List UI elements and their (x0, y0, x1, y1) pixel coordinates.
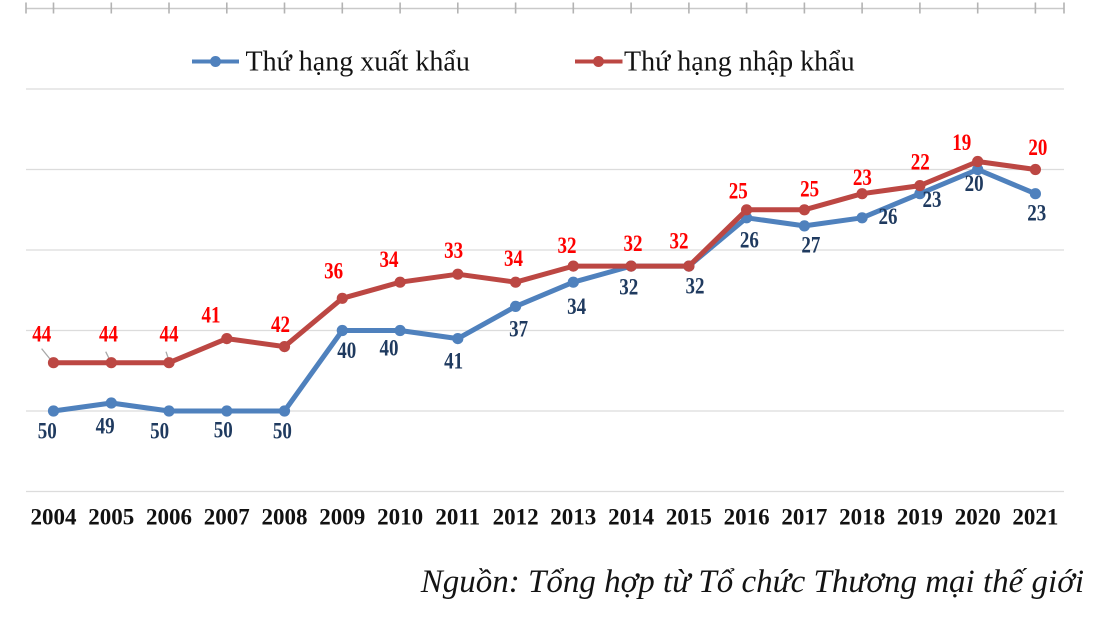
svg-text:50: 50 (38, 419, 57, 444)
svg-text:2004: 2004 (31, 505, 78, 530)
svg-text:41: 41 (444, 348, 463, 373)
svg-text:2010: 2010 (377, 505, 423, 530)
svg-text:2008: 2008 (262, 505, 308, 530)
svg-text:42: 42 (271, 312, 290, 337)
svg-text:26: 26 (879, 204, 898, 229)
svg-text:32: 32 (619, 275, 638, 300)
svg-text:36: 36 (324, 259, 343, 284)
svg-text:2015: 2015 (666, 505, 712, 530)
svg-text:34: 34 (567, 294, 586, 319)
svg-text:37: 37 (509, 316, 528, 341)
svg-text:2019: 2019 (897, 505, 943, 530)
svg-text:Thứ hạng xuất khẩu: Thứ hạng xuất khẩu (246, 47, 470, 78)
svg-text:19: 19 (952, 130, 971, 155)
svg-text:2020: 2020 (955, 505, 1001, 530)
svg-text:33: 33 (444, 238, 463, 263)
svg-text:2006: 2006 (146, 505, 192, 530)
svg-text:2012: 2012 (493, 505, 539, 530)
svg-text:2011: 2011 (435, 505, 480, 530)
svg-text:25: 25 (800, 176, 819, 201)
svg-text:44: 44 (32, 322, 51, 347)
svg-text:22: 22 (911, 150, 930, 175)
svg-text:2007: 2007 (204, 505, 250, 530)
svg-text:2018: 2018 (839, 505, 885, 530)
svg-text:23: 23 (923, 187, 942, 212)
svg-text:32: 32 (624, 231, 643, 256)
svg-text:20: 20 (1028, 135, 1047, 160)
svg-text:Thứ hạng nhập khẩu: Thứ hạng nhập khẩu (624, 47, 855, 78)
svg-text:23: 23 (853, 165, 872, 190)
svg-text:20: 20 (965, 171, 984, 196)
svg-text:2009: 2009 (319, 505, 365, 530)
svg-text:32: 32 (670, 229, 689, 254)
svg-text:32: 32 (558, 233, 577, 258)
svg-text:50: 50 (150, 419, 169, 444)
svg-text:25: 25 (729, 179, 748, 204)
svg-text:2016: 2016 (724, 505, 770, 530)
svg-text:2013: 2013 (550, 505, 596, 530)
svg-text:2014: 2014 (608, 505, 655, 530)
svg-text:34: 34 (380, 247, 399, 272)
svg-text:50: 50 (214, 418, 233, 443)
svg-text:Nguồn: Tổng hợp từ Tổ chức Thư: Nguồn: Tổng hợp từ Tổ chức Thương mại th… (420, 564, 1084, 600)
svg-text:41: 41 (202, 303, 221, 328)
svg-text:26: 26 (740, 228, 759, 253)
svg-text:50: 50 (273, 419, 292, 444)
svg-text:40: 40 (380, 336, 399, 361)
svg-text:49: 49 (96, 414, 115, 439)
svg-text:44: 44 (160, 322, 179, 347)
svg-text:32: 32 (686, 273, 705, 298)
svg-text:2005: 2005 (88, 505, 134, 530)
svg-text:44: 44 (99, 322, 118, 347)
svg-text:40: 40 (337, 338, 356, 363)
svg-text:27: 27 (801, 232, 820, 257)
svg-text:34: 34 (504, 246, 523, 271)
svg-text:23: 23 (1027, 201, 1046, 226)
svg-text:2021: 2021 (1012, 505, 1058, 530)
svg-text:2017: 2017 (781, 505, 827, 530)
